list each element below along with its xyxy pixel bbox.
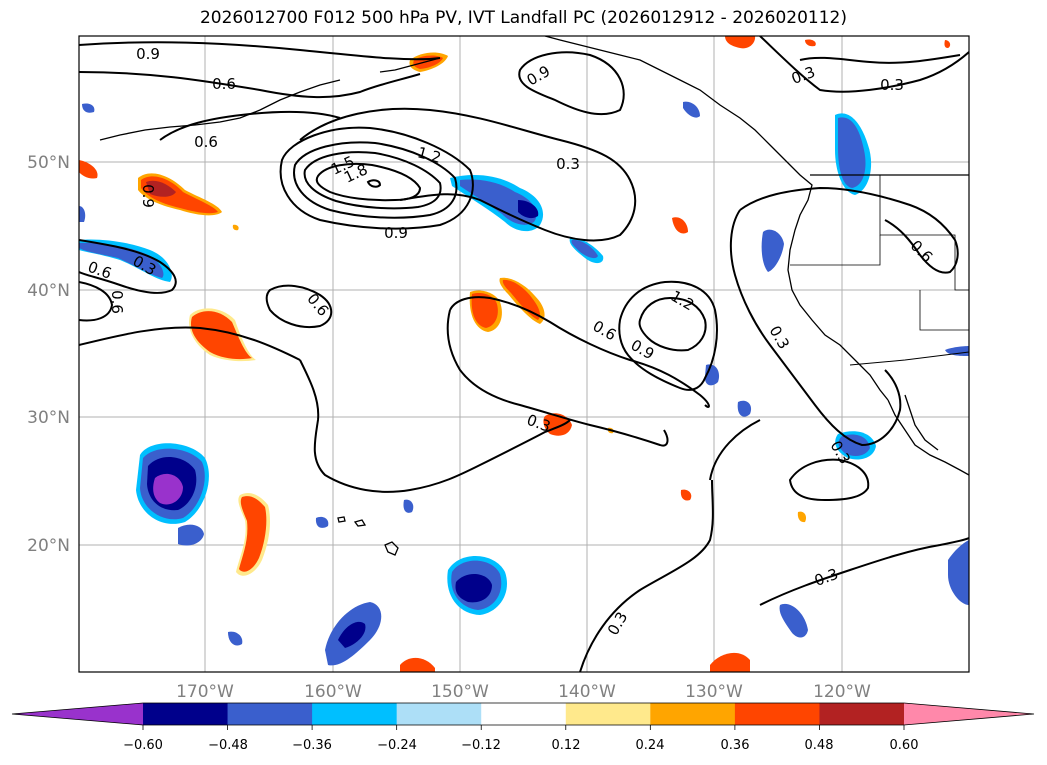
lon-label-170w: 170°W bbox=[176, 682, 234, 702]
lat-label-20n: 20°N bbox=[27, 536, 70, 556]
contour-0.3-south bbox=[579, 479, 714, 672]
state-borders-2 bbox=[879, 175, 969, 291]
colorbar-tick-label: −0.12 bbox=[461, 738, 501, 753]
colorbar-segment bbox=[312, 703, 398, 725]
map-title: 2026012700 F012 500 hPa PV, IVT Landfall… bbox=[199, 8, 847, 28]
colorbar: −0.60 −0.48 −0.36 −0.24 −0.12 0.12 0.24 … bbox=[11, 702, 1035, 753]
lon-labels: 170°W 160°W 150°W 140°W 130°W 120°W bbox=[176, 682, 871, 702]
hawaii-big-island bbox=[384, 541, 399, 556]
contour-label: 0.9 bbox=[384, 224, 408, 242]
contour-0.6-east bbox=[739, 186, 959, 274]
colorbar-tick-label: −0.36 bbox=[292, 738, 332, 753]
us-mexico-border bbox=[849, 351, 969, 366]
lon-label-130w: 130°W bbox=[685, 682, 743, 702]
lon-label-120w: 120°W bbox=[813, 682, 871, 702]
hawaii-islands-2 bbox=[337, 516, 346, 523]
colorbar-tick-label: 0.36 bbox=[721, 738, 750, 753]
contour-0.6-second bbox=[159, 110, 341, 141]
contour-label: 0.6 bbox=[194, 133, 218, 151]
contour-2.1-core bbox=[366, 179, 382, 188]
coastlines bbox=[99, 36, 969, 556]
contour-0.3-west bbox=[79, 326, 301, 361]
contour-0.3-center bbox=[299, 107, 637, 242]
lat-labels: 50°N 40°N 30°N 20°N bbox=[27, 153, 70, 556]
aleutian-chain bbox=[99, 79, 341, 141]
colorbar-segment bbox=[734, 703, 820, 725]
colorbar-segment bbox=[819, 703, 905, 725]
contour-1.8-low bbox=[315, 162, 422, 202]
contour-0.9-low bbox=[279, 126, 474, 230]
colorbar-tick-label: −0.24 bbox=[377, 738, 417, 753]
map-border bbox=[78, 35, 970, 673]
contour-0.3-east bbox=[729, 209, 902, 447]
contour-label: 0.9 bbox=[139, 184, 157, 208]
colorbar-segment bbox=[143, 703, 229, 725]
colorbar-segment bbox=[650, 703, 736, 725]
contour-0.3-central bbox=[299, 359, 571, 493]
colorbar-tick-label: 0.12 bbox=[552, 738, 581, 753]
colorbar-tick-label: −0.60 bbox=[123, 738, 163, 753]
contour-0.6-island bbox=[265, 284, 333, 328]
contour-0.6-lower bbox=[446, 309, 669, 447]
contour-1.2-low bbox=[293, 141, 458, 219]
pv-contours bbox=[79, 36, 969, 672]
lat-label-40n: 40°N bbox=[27, 281, 70, 301]
contour-0.3-far-ne bbox=[799, 54, 961, 64]
west-coast bbox=[544, 36, 889, 401]
positive-anomaly-fills bbox=[79, 36, 951, 672]
contour-0.9-gulf bbox=[518, 51, 625, 116]
lon-label-140w: 140°W bbox=[558, 682, 616, 702]
lon-label-160w: 160°W bbox=[304, 682, 362, 702]
contour-0.9-north bbox=[79, 41, 441, 61]
contour-0.3-sw bbox=[759, 537, 969, 606]
contour-label: 1.2 bbox=[415, 143, 443, 167]
contour-0.6-central bbox=[449, 296, 710, 408]
contour-label: 0.3 bbox=[880, 76, 904, 94]
contour-label: 0.9 bbox=[136, 45, 160, 63]
colorbar-extend-left bbox=[12, 703, 143, 725]
contour-1.5-low bbox=[303, 151, 442, 210]
colorbar-tick-label: 0.24 bbox=[636, 738, 665, 753]
lat-label-50n: 50°N bbox=[27, 153, 70, 173]
graticule bbox=[79, 36, 969, 672]
contour-0.3-ne bbox=[759, 36, 969, 93]
colorbar-segment bbox=[565, 703, 651, 725]
lat-label-30n: 30°N bbox=[27, 408, 70, 428]
contour-0.9-east-low bbox=[618, 280, 718, 391]
colorbar-segment bbox=[396, 703, 482, 725]
hawaii-islands bbox=[353, 519, 367, 527]
contour-0.6-north bbox=[79, 71, 421, 99]
contour-label: 0.6 bbox=[212, 75, 236, 93]
state-borders bbox=[790, 235, 881, 266]
contour-0.9-west bbox=[79, 281, 114, 322]
gulf-of-california bbox=[904, 394, 939, 451]
contour-1.2-east-low bbox=[638, 296, 707, 352]
colorbar-extend-right bbox=[904, 703, 1034, 725]
contour-label: 0.6 bbox=[108, 290, 126, 314]
colorbar-tick-label: −0.48 bbox=[208, 738, 248, 753]
contour-0.6-west bbox=[79, 239, 177, 294]
contour-0.3-se bbox=[788, 458, 870, 502]
colorbar-tick-label: 0.48 bbox=[805, 738, 834, 753]
colorbar-segment bbox=[227, 703, 313, 725]
colorbar-tick-label: 0.60 bbox=[890, 738, 919, 753]
contour-0.3-south-2 bbox=[709, 419, 761, 481]
colorbar-segment bbox=[481, 703, 567, 725]
contour-label: 0.3 bbox=[556, 155, 580, 173]
alaska-peninsula bbox=[379, 57, 441, 73]
state-borders-3 bbox=[919, 290, 969, 331]
lon-label-150w: 150°W bbox=[431, 682, 489, 702]
